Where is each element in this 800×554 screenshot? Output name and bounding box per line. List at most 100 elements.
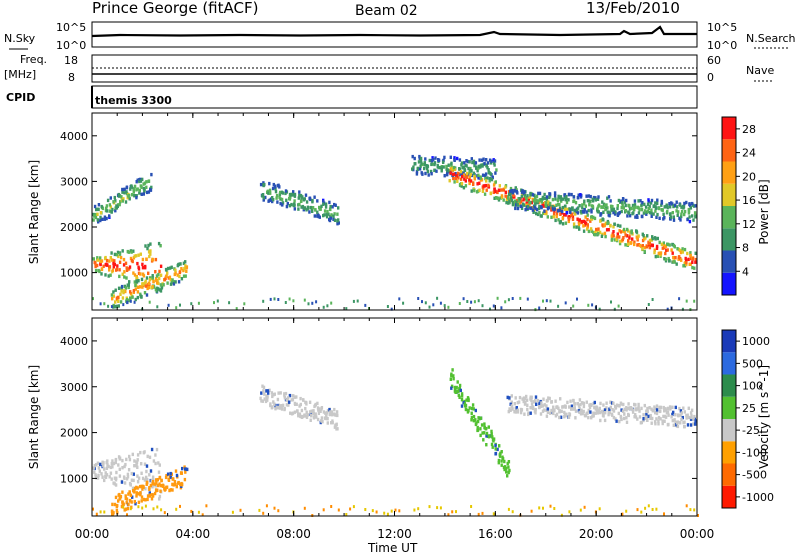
echo-cell: [416, 167, 419, 171]
echo-cell: [121, 466, 124, 470]
echo-cell: [158, 494, 162, 499]
echo-cell: [151, 482, 154, 486]
echo-cell: [647, 414, 650, 419]
echo-cell: [149, 252, 152, 256]
echo-cell: [169, 471, 172, 476]
echo-cell: [258, 508, 261, 512]
echo-cell: [646, 406, 649, 411]
echo-cell: [146, 477, 149, 482]
echo-cell: [268, 388, 271, 392]
echo-cell: [563, 415, 566, 419]
echo-cell: [526, 407, 529, 412]
echo-cell: [685, 416, 688, 420]
echo-cell: [331, 205, 334, 209]
echo-cell: [493, 196, 496, 200]
echo-cell: [572, 222, 576, 226]
echo-cell: [619, 224, 622, 228]
echo-cell: [507, 298, 510, 302]
echo-cell: [311, 209, 314, 213]
echo-cell: [633, 203, 637, 207]
velocity-colorbar-segment: [722, 485, 736, 508]
echo-cell: [103, 478, 106, 483]
echo-cell: [283, 396, 287, 400]
echo-cell: [436, 506, 439, 510]
echo-cell: [672, 255, 675, 260]
echo-cell: [122, 197, 125, 201]
echo-cell: [158, 288, 162, 292]
echo-cell: [139, 252, 142, 256]
echo-cell: [151, 475, 155, 479]
echo-cell: [145, 482, 148, 486]
echo-cell: [455, 174, 458, 178]
echo-cell: [499, 196, 502, 200]
echo-cell: [628, 207, 632, 211]
echo-cell: [431, 156, 434, 160]
echo-cell: [658, 216, 661, 220]
echo-cell: [502, 198, 505, 202]
echo-cell: [457, 172, 460, 176]
echo-cell: [611, 205, 614, 209]
echo-cell: [112, 461, 116, 466]
echo-cell: [137, 476, 141, 480]
echo-cell: [594, 411, 597, 415]
echo-cell: [130, 258, 134, 263]
echo-cell: [117, 194, 121, 198]
echo-cell: [561, 197, 565, 201]
echo-cell: [459, 388, 462, 393]
echo-cell: [314, 403, 317, 408]
echo-cell: [329, 410, 332, 414]
echo-cell: [568, 207, 571, 211]
echo-cell: [500, 463, 503, 467]
echo-cell: [126, 267, 129, 271]
echo-cell: [108, 475, 111, 479]
velocity-y-label: 1000: [60, 472, 88, 485]
echo-cell: [472, 414, 476, 419]
echo-cell: [114, 483, 118, 487]
velocity-colorbar-tick-label: 1000: [742, 335, 770, 348]
echo-cell: [585, 194, 588, 198]
echo-cell: [96, 263, 99, 268]
echo-cell: [125, 276, 128, 280]
echo-cell: [158, 497, 161, 501]
echo-cell: [675, 200, 678, 204]
echo-cell: [133, 194, 136, 198]
echo-cell: [148, 455, 152, 459]
echo-cell: [119, 200, 122, 204]
echo-cell: [467, 409, 470, 413]
echo-cell: [169, 266, 172, 270]
echo-cell: [269, 297, 272, 301]
echo-cell: [132, 271, 135, 275]
echo-cell: [295, 402, 298, 406]
echo-cell: [609, 400, 612, 404]
echo-cell: [463, 168, 467, 172]
echo-cell: [184, 260, 187, 264]
echo-cell: [613, 307, 616, 311]
echo-cell: [577, 222, 581, 226]
echo-cell: [134, 297, 137, 302]
echo-cell: [625, 198, 628, 203]
echo-cell: [494, 452, 497, 456]
echo-cell: [415, 172, 419, 176]
echo-cell: [177, 280, 181, 284]
echo-cell: [134, 502, 137, 506]
echo-cell: [671, 251, 674, 255]
echo-cell: [689, 417, 693, 421]
echo-cell: [106, 198, 110, 203]
echo-cell: [283, 407, 286, 412]
echo-cell: [665, 248, 668, 252]
echo-cell: [485, 426, 488, 431]
echo-cell: [491, 435, 494, 439]
echo-cell: [125, 477, 129, 481]
echo-cell: [481, 173, 485, 177]
echo-cell: [642, 417, 645, 421]
echo-cell: [303, 197, 306, 201]
echo-cell: [169, 475, 173, 479]
echo-cell: [636, 236, 639, 240]
echo-cell: [421, 172, 424, 176]
freq-tick-high: 18: [64, 54, 78, 67]
echo-cell: [297, 412, 300, 416]
echo-cell: [614, 417, 617, 421]
echo-cell: [269, 191, 272, 195]
echo-cell: [135, 491, 138, 495]
echo-cell: [667, 413, 670, 417]
